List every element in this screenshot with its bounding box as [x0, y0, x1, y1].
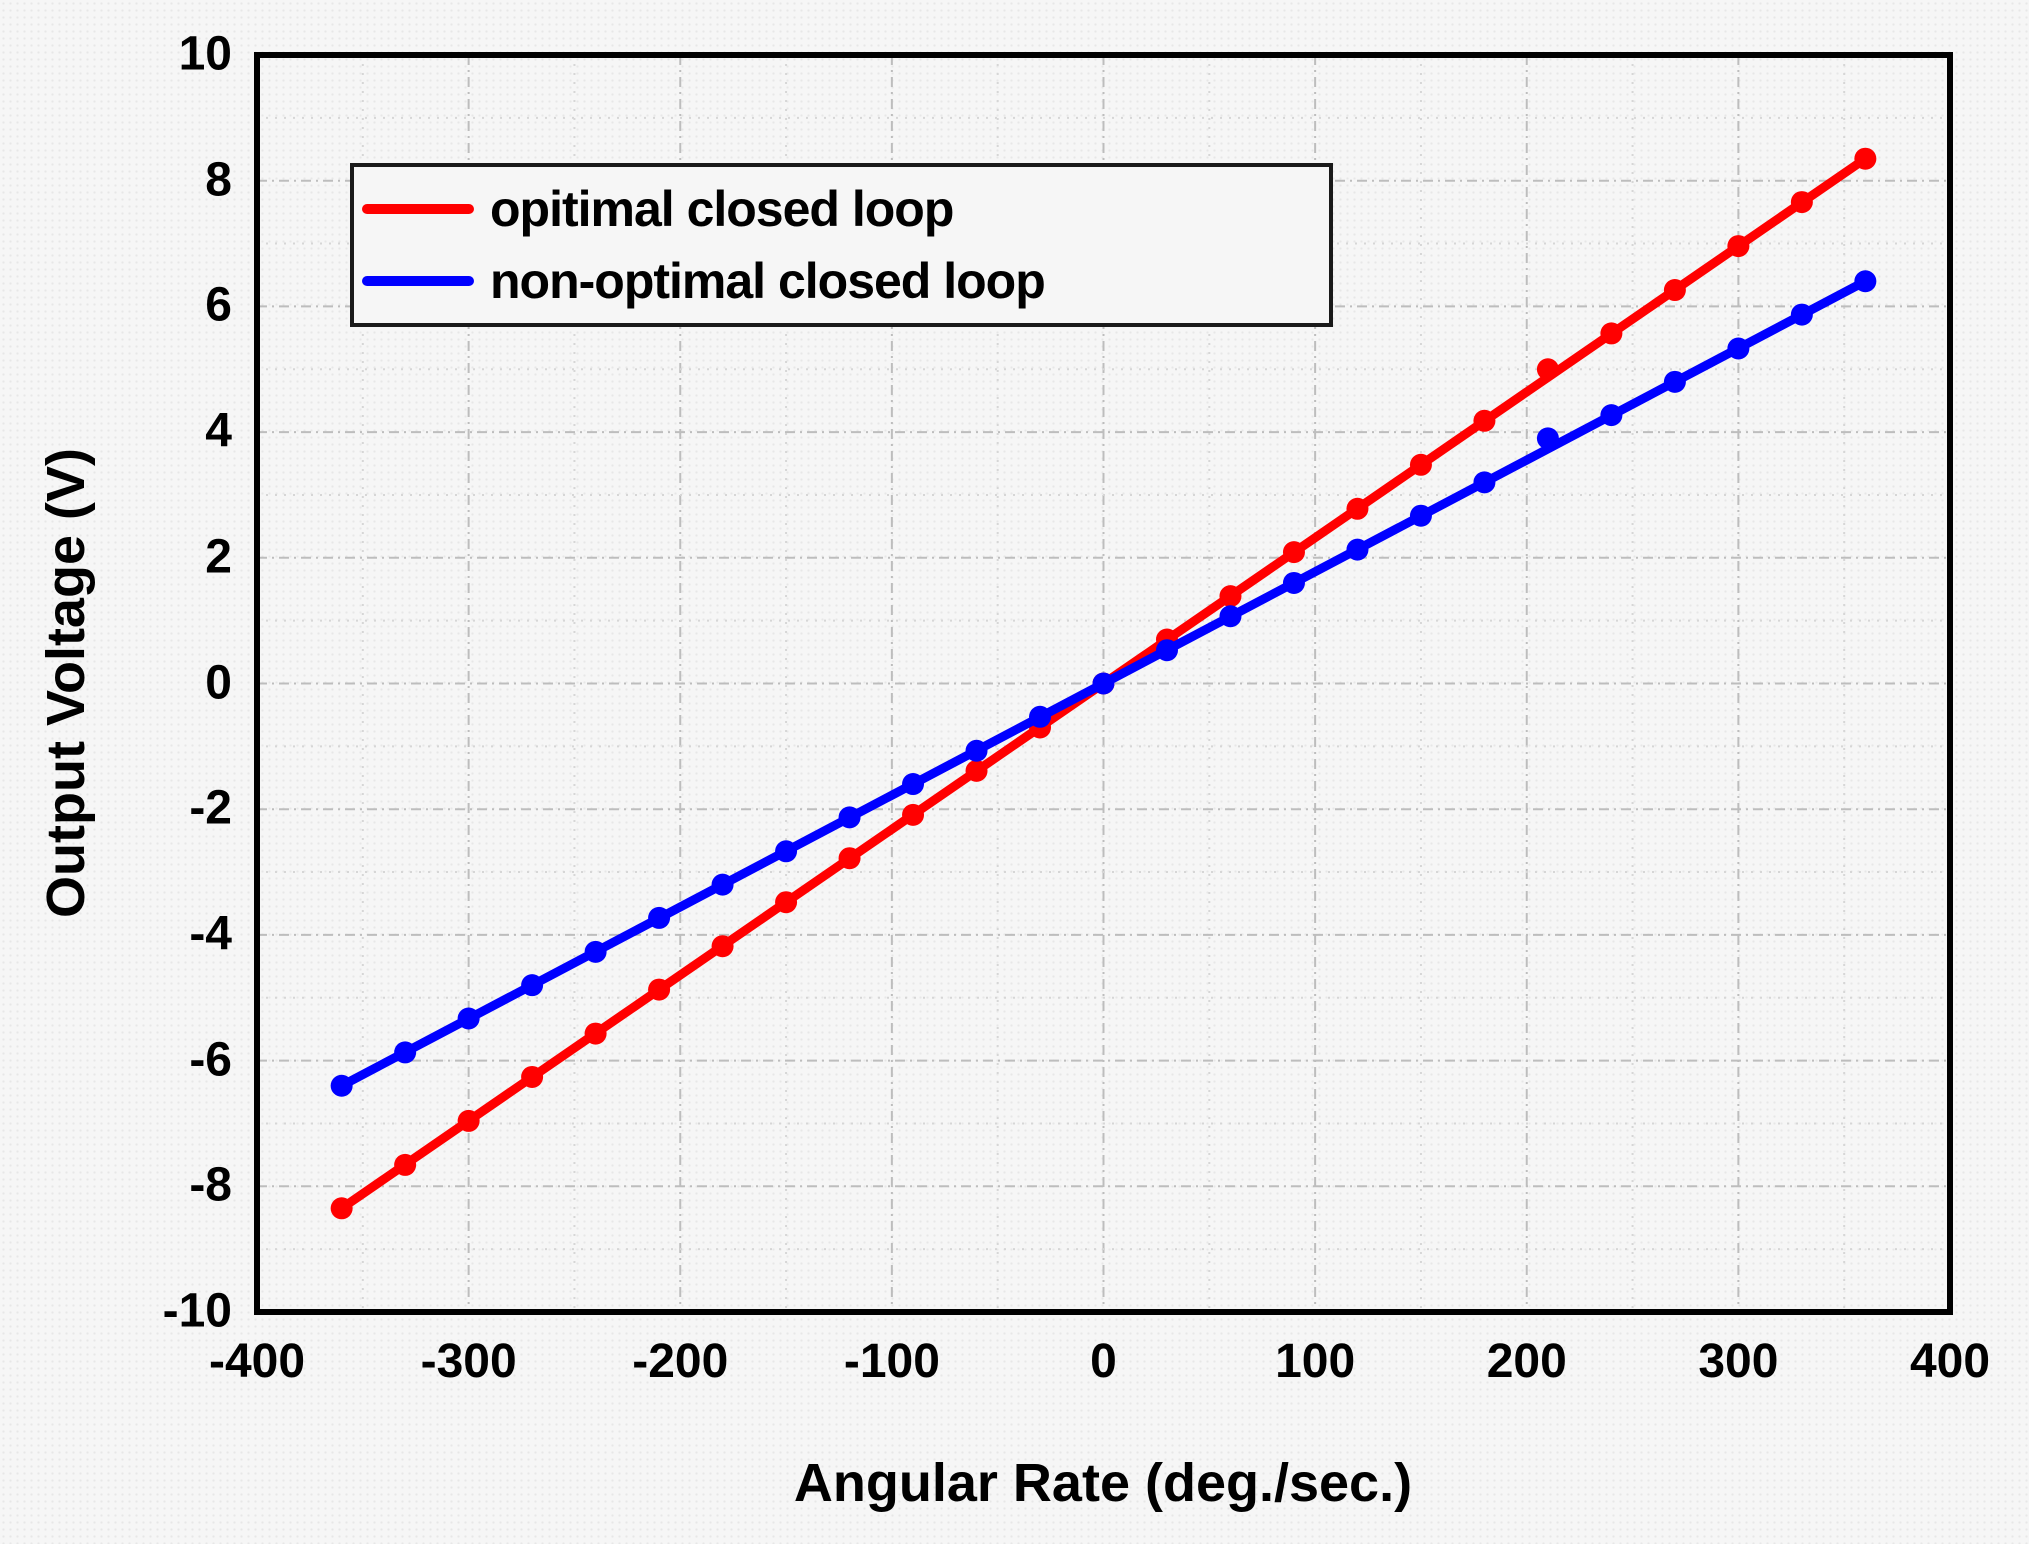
data-point: [457, 1007, 480, 1030]
x-axis-title: Angular Rate (deg./sec.): [793, 1453, 1413, 1513]
data-point: [521, 1065, 544, 1088]
data-point: [648, 906, 671, 929]
data-point: [330, 1197, 353, 1220]
legend-entry-optimal: opitimal closed loop: [362, 180, 1329, 238]
legend-label: opitimal closed loop: [490, 181, 954, 238]
data-point: [394, 1041, 417, 1064]
data-point: [711, 935, 734, 958]
y-tick-label: 2: [205, 530, 232, 584]
x-tick-label: 100: [1275, 1335, 1356, 1388]
data-point: [1854, 147, 1877, 170]
y-tick-label: -2: [189, 781, 232, 835]
data-point: [1727, 337, 1750, 360]
data-point: [1790, 191, 1813, 214]
y-tick-label: -10: [162, 1284, 232, 1338]
y-tick-label: 8: [205, 153, 232, 207]
data-point: [1536, 358, 1559, 381]
y-tick-label: 10: [178, 27, 232, 81]
data-point: [584, 1022, 607, 1045]
data-point: [1029, 705, 1052, 728]
x-tick-label: 200: [1486, 1335, 1567, 1388]
data-point: [521, 974, 544, 997]
data-point: [1600, 322, 1623, 345]
data-point: [457, 1109, 480, 1132]
data-point: [775, 840, 798, 863]
data-point: [1600, 404, 1623, 427]
data-point: [1346, 497, 1369, 520]
x-tick-label: -300: [420, 1335, 517, 1388]
x-tick-label: -100: [843, 1335, 940, 1388]
data-point: [648, 978, 671, 1001]
legend: opitimal closed loop non-optimal closed …: [350, 163, 1333, 327]
data-point: [1282, 541, 1305, 564]
y-tick-label: -4: [189, 907, 232, 961]
data-point: [838, 847, 861, 870]
data-point: [1155, 639, 1178, 662]
y-tick-label: 4: [205, 404, 232, 458]
data-point: [1409, 504, 1432, 527]
data-point: [902, 773, 925, 796]
y-tick-label: -8: [189, 1158, 232, 1212]
data-point: [1727, 235, 1750, 258]
y-tick-label: -6: [189, 1033, 232, 1087]
y-tick-label: 6: [205, 278, 232, 332]
data-point: [1663, 279, 1686, 302]
x-tick-label: -400: [208, 1335, 306, 1388]
data-point: [965, 759, 988, 782]
data-point: [330, 1074, 353, 1097]
data-point: [775, 891, 798, 914]
y-axis-title: Output Voltage (V): [36, 448, 96, 918]
x-tick-label: 0: [1090, 1335, 1117, 1388]
data-point: [394, 1153, 417, 1176]
data-point: [1790, 303, 1813, 326]
data-point: [1536, 427, 1559, 450]
data-point: [902, 803, 925, 826]
data-point: [1219, 605, 1242, 628]
plot-frame: [254, 52, 1953, 1315]
x-tick-label: 400: [1909, 1335, 1991, 1388]
data-point: [1473, 409, 1496, 432]
data-point: [711, 873, 734, 896]
data-point: [965, 739, 988, 762]
data-point: [1854, 270, 1877, 293]
data-point: [1663, 370, 1686, 393]
data-point: [1219, 585, 1242, 608]
x-tick-label: 300: [1698, 1335, 1779, 1388]
data-point: [838, 806, 861, 829]
data-point: [1282, 571, 1305, 594]
y-tick-label: 0: [205, 656, 232, 710]
x-tick-label: -200: [632, 1335, 729, 1388]
data-point: [1409, 453, 1432, 476]
data-point: [584, 940, 607, 963]
legend-label: non-optimal closed loop: [490, 252, 1046, 309]
legend-line-sample-blue: [362, 275, 474, 286]
data-point: [1092, 672, 1115, 695]
data-point: [1346, 538, 1369, 561]
legend-line-sample-red: [362, 204, 474, 215]
legend-entry-non-optimal: non-optimal closed loop: [362, 252, 1329, 310]
data-point: [1473, 471, 1496, 494]
